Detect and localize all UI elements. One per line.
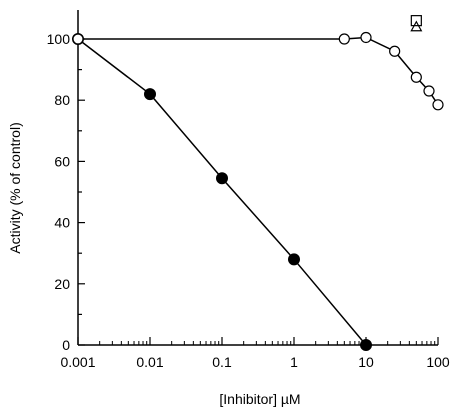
series-line-filled-circle <box>77 38 367 346</box>
data-point-open-triangle <box>410 20 423 32</box>
data-point-filled-circle <box>360 339 372 351</box>
data-point-open-circle <box>432 99 444 111</box>
series-layer <box>77 36 439 346</box>
x-tick-label: 10 <box>358 354 374 370</box>
data-point-open-circle <box>410 71 422 83</box>
data-point-open-circle <box>338 33 350 45</box>
y-tick-label: 40 <box>54 215 70 231</box>
axes: 0 20 40 60 80 100 0.001 0.01 0.1 1 10 100 <box>47 10 450 370</box>
y-axis-label: Activity (% of control) <box>7 122 23 253</box>
x-tick-label: 0.001 <box>60 354 95 370</box>
x-tick-label: 0.01 <box>136 354 163 370</box>
x-tick-label: 1 <box>290 354 298 370</box>
y-tick-label: 20 <box>54 276 70 292</box>
x-axis-label: [Inhibitor] µM <box>219 391 300 407</box>
data-point-open-square <box>410 15 422 27</box>
data-point-filled-circle <box>144 88 156 101</box>
y-tick-label: 60 <box>54 153 70 169</box>
data-point-open-circle <box>72 33 84 45</box>
y-tick-label: 100 <box>47 31 71 47</box>
series-line-open-circle <box>78 36 439 106</box>
markers-layer <box>72 15 444 351</box>
data-point-open-circle <box>360 31 372 44</box>
data-point-open-circle <box>389 45 401 57</box>
data-point-open-circle <box>423 85 435 97</box>
y-tick-label: 0 <box>62 337 70 353</box>
x-tick-label: 100 <box>426 354 450 370</box>
data-point-filled-circle <box>288 253 300 266</box>
y-tick-label: 80 <box>54 92 70 108</box>
data-point-filled-circle <box>216 172 228 185</box>
x-tick-label: 0.1 <box>212 354 232 370</box>
